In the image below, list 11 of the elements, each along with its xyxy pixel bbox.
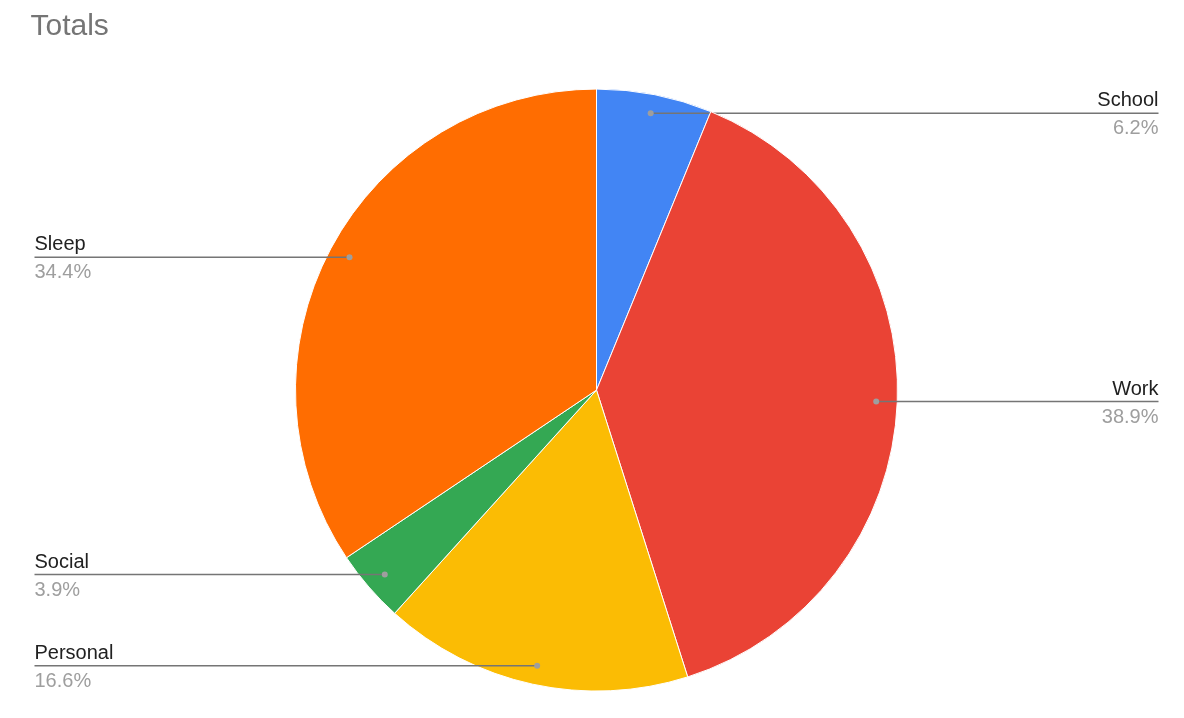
data-label: 3.9% — [34, 577, 81, 600]
chart-title: Totals — [30, 7, 109, 41]
slice-label: Work — [1112, 376, 1160, 399]
data-label: 38.9% — [1101, 404, 1159, 427]
slice-label: Sleep — [34, 232, 86, 255]
slice-label: Social — [34, 549, 89, 572]
data-label: 16.6% — [34, 668, 92, 691]
data-label: 6.2% — [1112, 116, 1159, 139]
data-label: 34.4% — [34, 260, 92, 283]
slice-label: School — [1097, 88, 1159, 111]
slice-label: Personal — [34, 640, 114, 663]
